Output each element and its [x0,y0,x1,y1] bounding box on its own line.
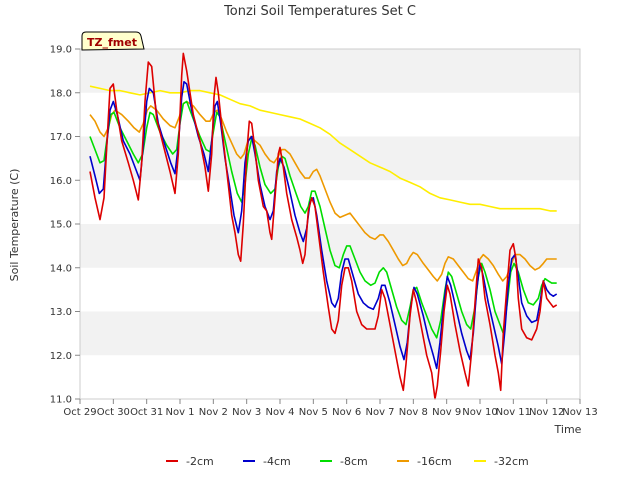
x-axis-ticks: Oct 29 Oct 30 Oct 31 Nov 1 Nov 2 Nov 3 Nov 4 No… [63,399,598,418]
tz-fmet-annotation: TZ_fmet [81,31,145,51]
legend-label: -8cm [340,455,368,468]
y-tick-label: 11.0 [50,395,72,406]
grid-band [80,136,580,181]
x-tick-label: Oct 30 [97,407,130,418]
y-axis-ticks: 11.0 12.0 13.0 14.0 15.0 16.0 17.0 18.0 19.0 [50,45,80,406]
x-tick-label: Nov 2 [199,407,228,418]
chart-title: Tonzi Soil Temperatures Set C [223,4,416,19]
y-tick-label: 18.0 [50,88,72,99]
legend-label: -32cm [494,455,529,468]
x-tick-label: Nov 7 [365,407,394,418]
legend: -2cm -4cm -8cm -16cm -32cm [166,455,529,468]
x-tick-label: Nov 1 [165,407,194,418]
y-tick-label: 13.0 [50,307,72,318]
x-tick-label: Nov 3 [232,407,261,418]
grid-band [80,49,580,93]
series-line-minus-2cm [89,52,558,400]
y-tick-label: 15.0 [50,220,72,231]
annotation-box [81,31,145,51]
legend-label: -4cm [263,455,291,468]
y-axis-label: Soil Temperature (C) [8,169,21,282]
x-tick-label: Nov 5 [299,407,328,418]
y-tick-label: 14.0 [50,263,72,274]
x-tick-label: Oct 31 [130,407,163,418]
y-tick-label: 12.0 [50,351,72,362]
x-tick-label: Nov 9 [432,407,461,418]
grid-band [80,224,580,268]
series-line-minus-16cm [89,100,557,282]
grid-band [80,355,580,399]
grid-band [80,92,580,137]
legend-label: -2cm [186,455,214,468]
y-tick-label: 19.0 [50,45,72,56]
x-tick-label: Nov 4 [265,407,294,418]
x-tick-label: Oct 29 [63,407,96,418]
series-line-minus-32cm [89,85,557,212]
series-layer [89,52,558,400]
grid-band [80,267,580,312]
x-tick-label: Nov 11 [496,407,531,418]
x-tick-label: Nov 6 [332,407,361,418]
series-line-minus-8cm [89,100,557,339]
x-tick-label: Nov 8 [399,407,428,418]
annotation-text: TZ_fmet [87,36,137,49]
y-tick-label: 17.0 [50,132,72,143]
legend-label: -16cm [417,455,452,468]
x-tick-label: Nov 12 [529,407,564,418]
x-tick-label: Nov 10 [462,407,497,418]
x-tick-label: Nov 13 [562,407,597,418]
x-axis-label: Time [554,423,582,436]
y-tick-label: 16.0 [50,176,72,187]
